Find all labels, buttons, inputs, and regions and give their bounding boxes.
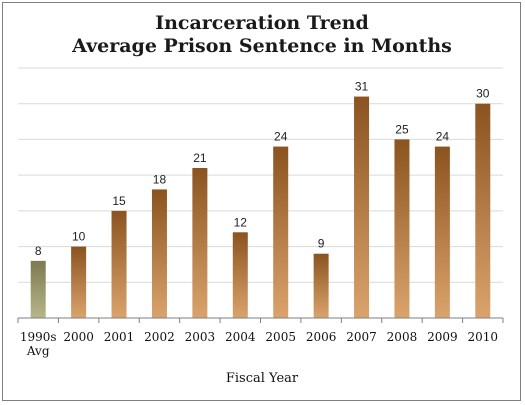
bar-value-label: 12 (234, 215, 248, 229)
bar-value-label: 25 (395, 122, 409, 136)
bar (434, 146, 450, 318)
chart-title-line-2: Average Prison Sentence in Months (71, 35, 452, 57)
x-tick-label: 2008 (387, 330, 418, 344)
x-tick-label: 2004 (225, 330, 256, 344)
bars: 8 10 15 18 21 12 24 9 31 25 24 30 (30, 80, 491, 318)
x-tick-label: 2006 (306, 330, 337, 344)
x-tick-label: 2000 (63, 330, 94, 344)
x-tick-label: 2005 (265, 330, 296, 344)
chart-title-line-1: Incarceration Trend (155, 12, 369, 34)
x-tick-label: 2009 (427, 330, 458, 344)
bar-value-label: 9 (318, 237, 325, 251)
bar-value-label: 10 (72, 230, 86, 244)
bar-value-label: 24 (436, 130, 450, 144)
bar (475, 103, 491, 318)
bar (30, 260, 46, 318)
bar-value-label: 21 (193, 151, 207, 165)
bar (71, 246, 87, 318)
x-tick-label: 2003 (185, 330, 216, 344)
bar (192, 168, 208, 318)
bar (394, 139, 410, 318)
x-tick-label: 2001 (104, 330, 135, 344)
x-tick-label: Avg (26, 344, 50, 358)
gridlines (18, 67, 503, 283)
x-tick-label: 2010 (468, 330, 499, 344)
bar-value-label: 8 (35, 244, 42, 258)
bar (151, 189, 167, 318)
x-tick-label: 2007 (346, 330, 377, 344)
bar (313, 253, 329, 318)
x-tick-label: 1990s (20, 330, 57, 344)
x-tick-label: 2002 (144, 330, 175, 344)
bar (354, 96, 370, 318)
bar-value-label: 18 (153, 172, 167, 186)
bar-value-label: 15 (112, 194, 126, 208)
bar (273, 146, 289, 318)
bar-value-label: 24 (274, 130, 288, 144)
x-axis-label: Fiscal Year (226, 371, 299, 386)
bar-value-label: 30 (476, 87, 490, 101)
bar-value-label: 31 (355, 80, 369, 94)
bar (111, 210, 127, 318)
bar (232, 232, 248, 318)
